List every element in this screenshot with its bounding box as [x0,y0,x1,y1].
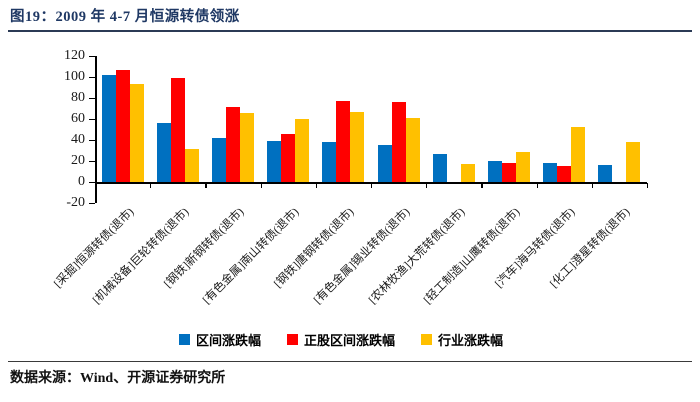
bar [543,163,558,182]
x-axis-tick [591,183,593,188]
y-axis-tick [89,77,95,79]
legend-item: 正股区间涨跌幅 [286,330,395,349]
legend-swatch [421,333,432,345]
y-axis-tick-label: 60 [71,111,85,126]
x-axis-tick [536,183,538,188]
bar [626,142,641,182]
legend-swatch [286,333,298,345]
legend-item: 行业涨跌幅 [421,330,503,349]
legend-swatch [178,333,190,345]
bar [115,69,130,182]
bar [170,78,185,182]
y-axis-tick [89,56,95,58]
bar [129,84,144,182]
x-axis-tick [426,183,428,188]
bar [405,117,420,182]
x-axis [95,182,647,184]
figure-title: 图19：2009 年 4-7 月恒源转债领涨 [10,9,240,25]
bar [502,163,516,182]
bar [240,112,254,182]
y-axis-tick-label: 0 [78,174,85,189]
bar [460,164,475,182]
bar [295,119,310,182]
bar [516,151,530,182]
x-axis-tick [260,183,262,188]
bar [281,133,296,182]
y-axis-tick [89,161,95,163]
legend-label: 正股区间涨跌幅 [303,332,395,348]
y-axis-tick-label: -20 [66,195,85,210]
x-axis-tick [95,183,97,188]
bar [377,145,392,182]
bar [267,141,282,182]
legend-label: 行业涨跌幅 [438,332,504,348]
y-axis-tick [89,203,95,205]
legend-item: 区间涨跌幅 [178,330,261,349]
bar [101,74,116,182]
bar [212,137,226,182]
legend-label: 区间涨跌幅 [195,332,261,348]
y-axis-tick-label: 80 [71,90,85,105]
y-axis-tick [89,98,95,100]
bar [322,142,337,182]
y-axis-tick [89,140,95,142]
x-axis-tick [205,183,207,188]
x-axis-tick [371,183,373,188]
bar [336,101,351,182]
footer-divider [8,361,692,362]
bar [571,127,586,182]
x-axis-tick [315,183,317,188]
y-axis-tick-label: 40 [71,132,85,147]
bar [156,123,171,182]
bar [350,111,365,182]
y-axis-tick [89,119,95,121]
data-source: 数据来源：Wind、开源证券研究所 [10,371,226,386]
chart-legend: 区间涨跌幅 正股区间涨跌幅 行业涨跌幅 [0,330,682,349]
y-axis-tick-label: 120 [64,48,85,63]
bar [488,161,502,182]
y-axis-tick-label: 100 [64,69,85,84]
x-axis-label: [化工]澄星转债(退市) [548,206,633,291]
y-axis [95,56,97,203]
bar [557,166,572,182]
bar [432,153,447,182]
x-axis-tick [481,183,483,188]
x-axis-tick [647,183,649,188]
x-axis-tick [150,183,152,188]
bar [391,102,406,182]
bar [226,107,240,182]
y-axis-tick-label: 20 [71,153,85,168]
y-axis-tick [89,182,95,184]
title-divider [8,30,692,32]
bar [598,165,613,182]
bar [184,149,199,182]
